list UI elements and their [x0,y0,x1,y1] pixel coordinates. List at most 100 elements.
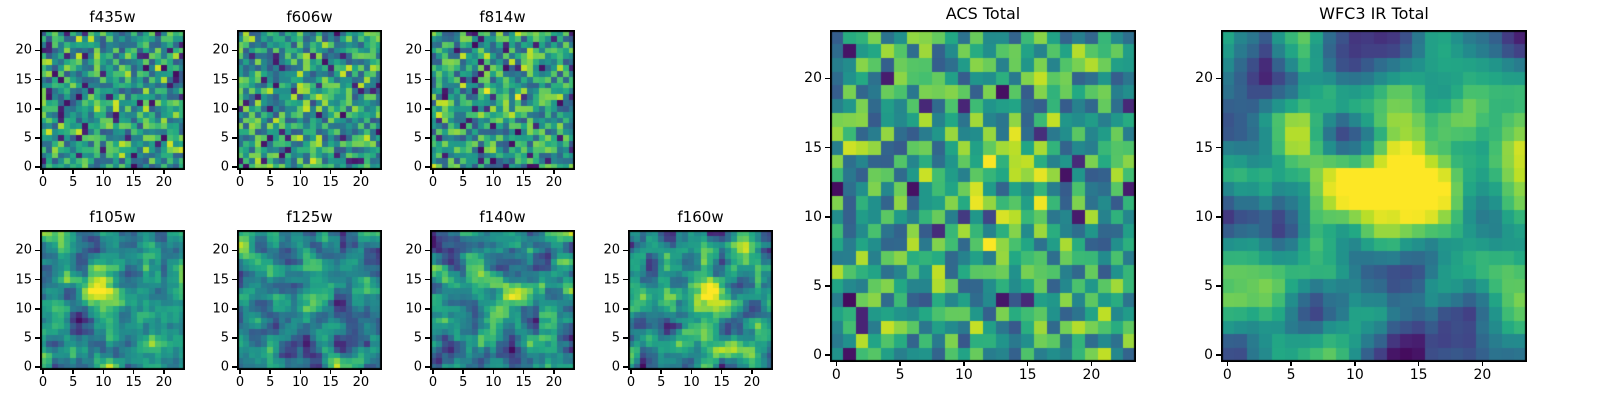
y-tick-label: 15 [1195,139,1213,156]
x-tick-mark [72,170,74,174]
panel-title: f160w [677,208,724,226]
x-tick-label: 20 [352,175,370,190]
y-tick-mark [35,278,40,281]
x-tick-label: 20 [352,375,370,390]
x-tick-mark [492,370,495,374]
y-tick-label: 10 [15,301,32,317]
x-tick-label: 0 [1222,367,1232,383]
y-tick-label: 20 [15,242,32,258]
y-tick-label: 20 [603,242,620,258]
panel-title: f125w [286,208,333,226]
y-tick-mark [232,137,237,139]
x-tick-mark [239,370,241,374]
panel-title: f814w [479,8,526,26]
y-tick-label: 0 [413,359,422,375]
y-tick-label: 10 [405,301,422,317]
x-tick-label: 0 [831,367,841,383]
y-tick-mark [623,308,628,310]
y-tick-label: 15 [15,72,32,88]
y-tick-mark [1216,354,1221,356]
x-tick-mark [899,362,901,366]
x-tick-label: 5 [69,375,78,390]
x-tick-mark [163,370,165,374]
y-tick-mark [825,146,830,149]
x-tick-mark [269,170,271,174]
y-tick-mark [232,108,237,110]
x-tick-mark [690,370,693,374]
y-tick-mark [232,337,237,339]
y-tick-mark [35,337,40,339]
x-tick-label: 10 [683,375,700,390]
y-tick-mark [35,78,40,81]
y-tick-label: 10 [212,101,229,117]
y-tick-mark [425,166,430,168]
y-tick-mark [425,137,430,139]
y-tick-mark [232,249,237,252]
x-tick-label: 0 [235,175,245,190]
x-tick-mark [432,370,434,374]
heatmap-image [40,30,185,170]
y-tick-label: 10 [804,208,822,225]
x-tick-label: 15 [515,375,532,390]
x-tick-label: 0 [428,175,438,190]
x-tick-mark [42,370,44,374]
y-tick-label: 10 [405,101,422,117]
x-tick-mark [1417,362,1420,366]
x-tick-mark [835,362,838,366]
y-tick-label: 0 [611,359,620,375]
x-tick-mark [553,170,555,174]
x-tick-label: 15 [322,175,339,190]
y-tick-mark [35,137,40,139]
x-tick-mark [1226,362,1229,366]
y-tick-label: 5 [220,130,229,146]
y-tick-mark [232,308,237,310]
y-tick-mark [825,285,830,287]
y-tick-label: 0 [220,359,229,375]
x-tick-mark [72,370,74,374]
y-tick-label: 20 [405,242,422,258]
y-tick-mark [232,78,237,81]
x-tick-label: 20 [743,375,761,390]
x-tick-mark [360,370,362,374]
y-tick-label: 20 [15,42,32,58]
x-tick-mark [102,370,105,374]
x-tick-mark [522,370,525,374]
heatmap-image [430,230,575,370]
y-tick-label: 15 [405,72,422,88]
y-tick-label: 10 [603,301,620,317]
x-tick-mark [1481,362,1484,366]
heatmap-image [628,230,773,370]
heatmap-image [40,230,185,370]
x-tick-mark [660,370,662,374]
y-tick-mark [232,49,237,52]
x-tick-label: 15 [125,375,142,390]
x-tick-label: 10 [292,375,309,390]
x-tick-mark [329,370,332,374]
x-tick-mark [462,370,464,374]
x-tick-label: 10 [954,367,973,383]
y-tick-mark [425,78,430,81]
x-tick-mark [360,170,362,174]
y-tick-label: 10 [212,301,229,317]
x-tick-label: 5 [895,367,905,383]
x-tick-mark [163,170,165,174]
heatmap-image [237,230,382,370]
y-tick-mark [1216,216,1221,218]
y-tick-label: 5 [611,330,620,346]
y-tick-mark [35,49,40,52]
heatmap-image [830,30,1136,362]
x-tick-mark [751,370,753,374]
x-tick-mark [720,370,723,374]
y-tick-mark [232,366,237,368]
x-tick-label: 15 [1409,367,1428,383]
y-tick-label: 15 [15,272,32,288]
x-tick-label: 5 [459,175,468,190]
x-tick-label: 15 [1018,367,1037,383]
x-tick-label: 0 [235,375,245,390]
x-tick-mark [269,370,271,374]
x-tick-label: 0 [428,375,438,390]
